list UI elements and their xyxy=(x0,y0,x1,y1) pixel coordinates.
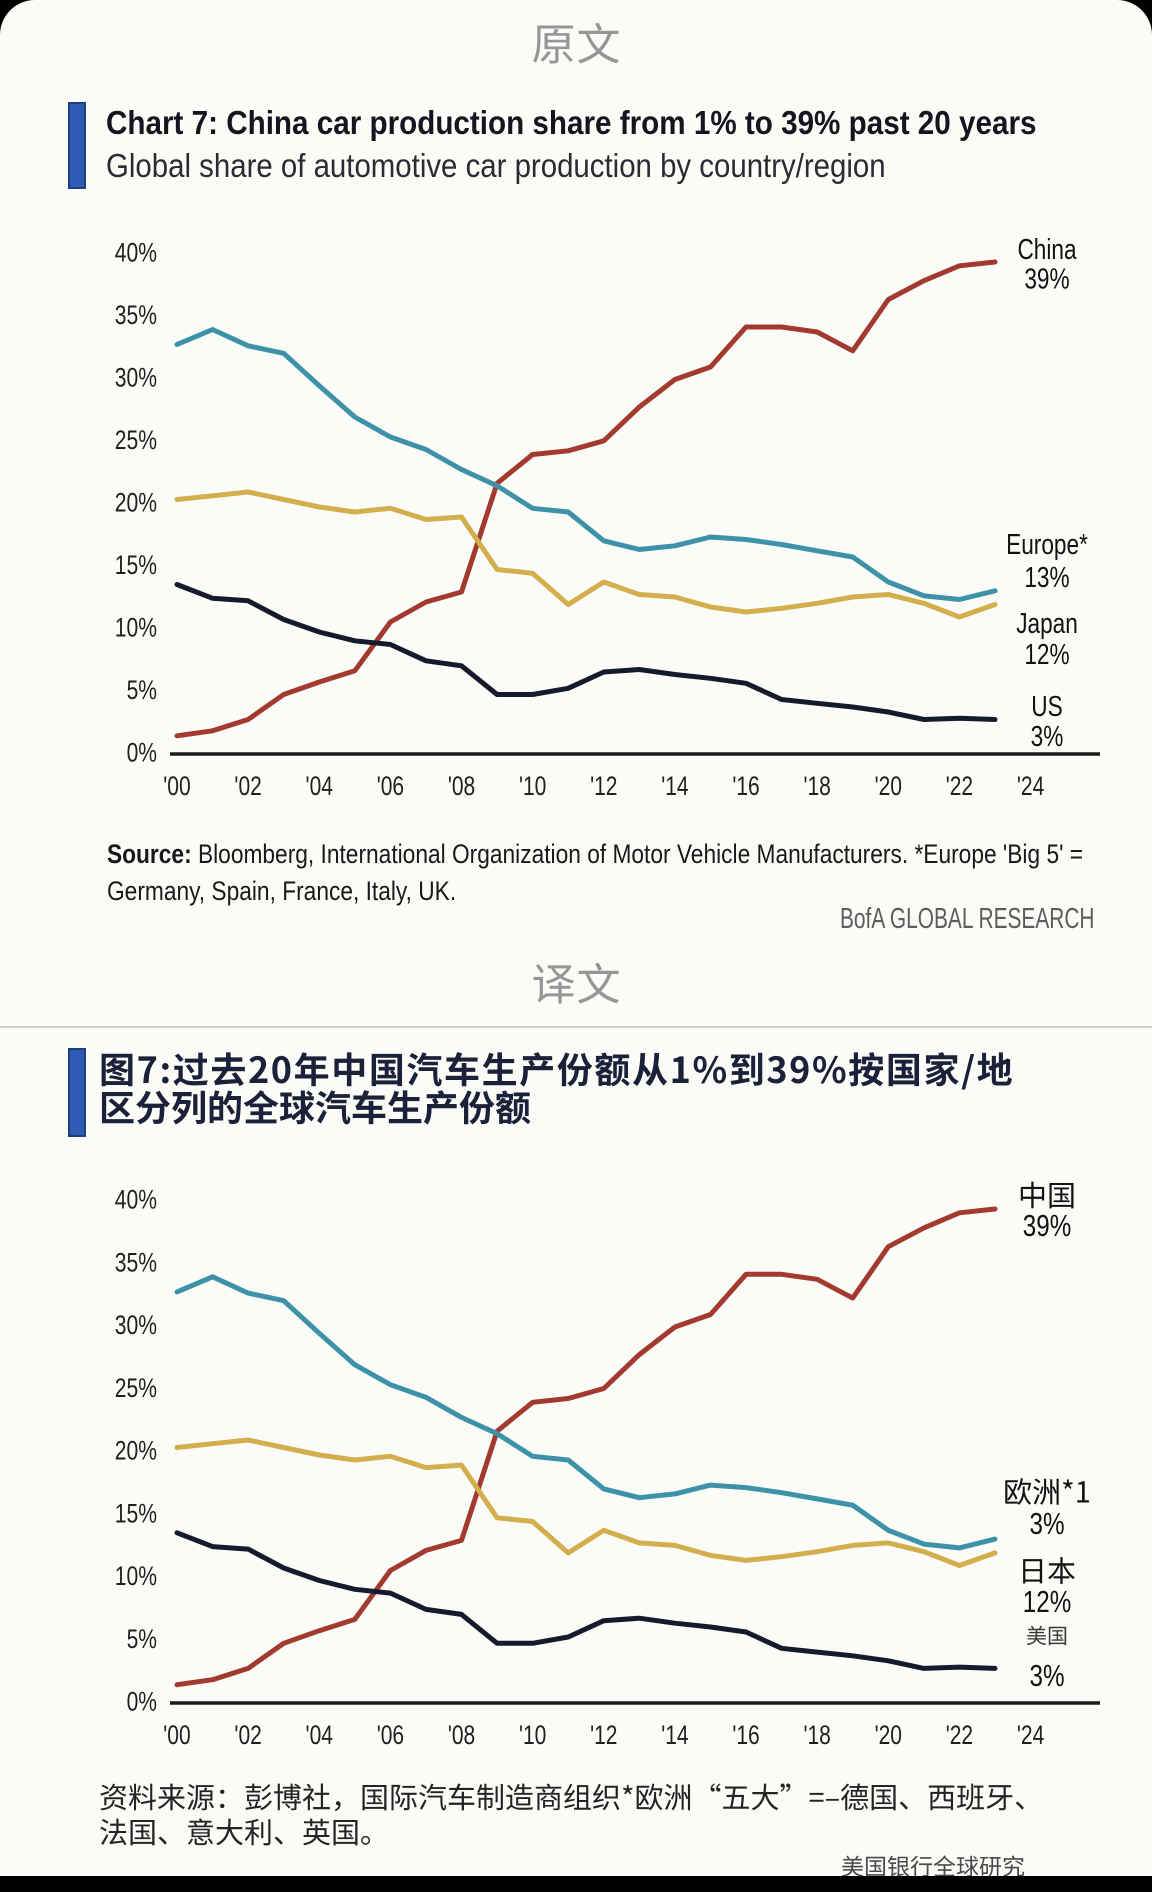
y-axis-tick-label: 40% xyxy=(115,238,157,268)
x-axis-tick-label: '14 xyxy=(661,771,688,801)
series-end-label-value: 12% xyxy=(1024,639,1069,671)
x-axis-tick-label: '04 xyxy=(306,1720,333,1750)
series-end-label-name: 中国 xyxy=(1018,1173,1076,1215)
x-axis-tick-label: '18 xyxy=(803,771,830,801)
x-axis-tick-label: '02 xyxy=(234,771,261,801)
series-end-label-value: 13% xyxy=(1024,562,1069,594)
y-axis-tick-label: 15% xyxy=(115,550,157,580)
x-axis-tick-label: '08 xyxy=(448,771,475,801)
y-axis-tick-label: 20% xyxy=(115,488,157,518)
source-line-1: 资料来源：彭博社，国际汽车制造商组织*欧洲“五大”=–德国、西班牙、 xyxy=(99,1775,1044,1817)
series-line-europe xyxy=(174,327,998,602)
x-axis-tick-label: '20 xyxy=(875,771,902,801)
series-end-label-name: Europe* xyxy=(1006,529,1088,561)
title-accent-bar xyxy=(68,1048,86,1137)
series-line-europe xyxy=(174,1274,998,1551)
chart-title: Chart 7: China car production share from… xyxy=(106,104,1037,141)
x-axis-tick-label: '08 xyxy=(448,1720,475,1750)
bofa-brand-original: BofA GLOBAL RESEARCH xyxy=(840,903,1095,935)
y-axis-tick-label: 0% xyxy=(127,1687,157,1717)
section-tag-translated: 译文 xyxy=(531,949,622,1013)
source-line-2: 法国、意大利、英国。 xyxy=(99,1810,390,1852)
source-line-1: Source: Bloomberg, International Organiz… xyxy=(107,836,1083,873)
original-title-text: Chart 7: China car production share from… xyxy=(106,102,1142,189)
x-axis-tick-label: '22 xyxy=(946,1720,973,1750)
x-axis-tick-label: '10 xyxy=(519,771,546,801)
series-end-label-value: 39% xyxy=(1024,264,1069,296)
translated-title-text: 图7:过去20年中国汽车生产份额从1%到39%按国家/地 区分列的全球汽车生产份… xyxy=(99,1048,1014,1137)
chart-title-line2: 区分列的全球汽车生产份额 xyxy=(99,1080,532,1132)
title-accent-bar xyxy=(68,102,86,189)
x-axis-tick-label: '12 xyxy=(590,771,617,801)
source-line-2: Germany, Spain, France, Italy, UK. xyxy=(107,876,457,906)
y-axis-tick-label: 30% xyxy=(115,363,157,393)
y-axis-tick-label: 0% xyxy=(127,738,157,768)
y-axis-tick-label: 40% xyxy=(115,1185,157,1215)
x-axis-tick-label: '02 xyxy=(234,1720,261,1750)
x-axis-tick-label: '18 xyxy=(803,1720,830,1750)
series-end-label-value: 3% xyxy=(1030,1506,1065,1541)
source-label: Source: xyxy=(107,839,192,869)
line-chart-translated: 0% 5% 10% 15% 20% 25% 30% 35% 40% '00 '02 '04 '06 '08… xyxy=(115,1173,1100,1750)
x-axis-tick-label: '10 xyxy=(519,1720,546,1750)
series-end-label-name: 美国 xyxy=(1026,1621,1068,1651)
translated-title-block: 图7:过去20年中国汽车生产份额从1%到39%按国家/地 区分列的全球汽车生产份… xyxy=(68,1048,1014,1137)
series-end-label-value: 39% xyxy=(1023,1208,1071,1243)
y-axis-tick-label: 25% xyxy=(115,425,157,455)
translated-source-note: 资料来源：彭博社，国际汽车制造商组织*欧洲“五大”=–德国、西班牙、 法国、意大… xyxy=(99,1779,1043,1849)
y-axis-tick-label: 25% xyxy=(115,1373,157,1403)
series-end-label-name: China xyxy=(1017,234,1077,266)
x-axis-tick-label: '16 xyxy=(732,1720,759,1750)
y-axis-tick-label: 5% xyxy=(127,675,157,705)
series-line-us xyxy=(174,1530,998,1671)
x-axis-tick-label: '06 xyxy=(377,1720,404,1750)
source-text: Bloomberg, International Organization of… xyxy=(191,839,1084,869)
original-source-note: Source: Bloomberg, International Organiz… xyxy=(107,836,1083,910)
chart-title-line1: 图7:过去20年中国汽车生产份额从1%到39%按国家/地 xyxy=(99,1042,1015,1094)
x-axis-tick-label: '00 xyxy=(163,1720,190,1750)
series-line-china xyxy=(174,259,998,739)
x-axis-tick-label: '16 xyxy=(732,771,759,801)
series-end-label-value: 3% xyxy=(1031,721,1064,753)
series-line-japan xyxy=(174,489,998,620)
x-axis-tick-label: '20 xyxy=(875,1720,902,1750)
y-axis-tick-label: 5% xyxy=(127,1624,157,1654)
series-end-label-value: 3% xyxy=(1030,1658,1065,1693)
y-axis-tick-label: 15% xyxy=(115,1498,157,1528)
series-end-label-name: US xyxy=(1031,691,1062,723)
x-axis-tick-label: '22 xyxy=(946,771,973,801)
series-line-china xyxy=(174,1206,998,1688)
y-axis-tick-label: 30% xyxy=(115,1310,157,1340)
x-axis-tick-label: '06 xyxy=(377,771,404,801)
series-end-label-value: 12% xyxy=(1023,1584,1071,1619)
y-axis-tick-label: 35% xyxy=(115,300,157,330)
series-end-label-name: Japan xyxy=(1016,608,1078,640)
y-axis-tick-label: 20% xyxy=(115,1436,157,1466)
section-tag-original: 原文 xyxy=(531,9,622,73)
series-end-label-name: 日本 xyxy=(1018,1549,1076,1591)
bottom-edge-bar xyxy=(0,1876,1152,1884)
original-title-block: Chart 7: China car production share from… xyxy=(68,102,1142,189)
series-end-label-name: 欧洲*1 xyxy=(1003,1470,1091,1512)
y-axis-tick-label: 10% xyxy=(115,1561,157,1591)
series-line-us xyxy=(174,582,998,722)
y-axis-tick-label: 10% xyxy=(115,613,157,643)
chart-subtitle: Global share of automotive car productio… xyxy=(106,147,886,184)
y-axis-tick-label: 35% xyxy=(115,1247,157,1277)
x-axis-tick-label: '24 xyxy=(1017,1720,1044,1750)
x-axis-tick-label: '24 xyxy=(1017,771,1044,801)
x-axis-tick-label: '14 xyxy=(661,1720,688,1750)
series-line-japan xyxy=(174,1437,998,1568)
section-divider xyxy=(0,1026,1152,1028)
x-axis-tick-label: '12 xyxy=(590,1720,617,1750)
x-axis-tick-label: '00 xyxy=(163,771,190,801)
line-chart-original: 0% 5% 10% 15% 20% 25% 30% 35% 40% '00 '02 '04 '06 '08… xyxy=(115,234,1100,801)
x-axis-tick-label: '04 xyxy=(306,771,333,801)
